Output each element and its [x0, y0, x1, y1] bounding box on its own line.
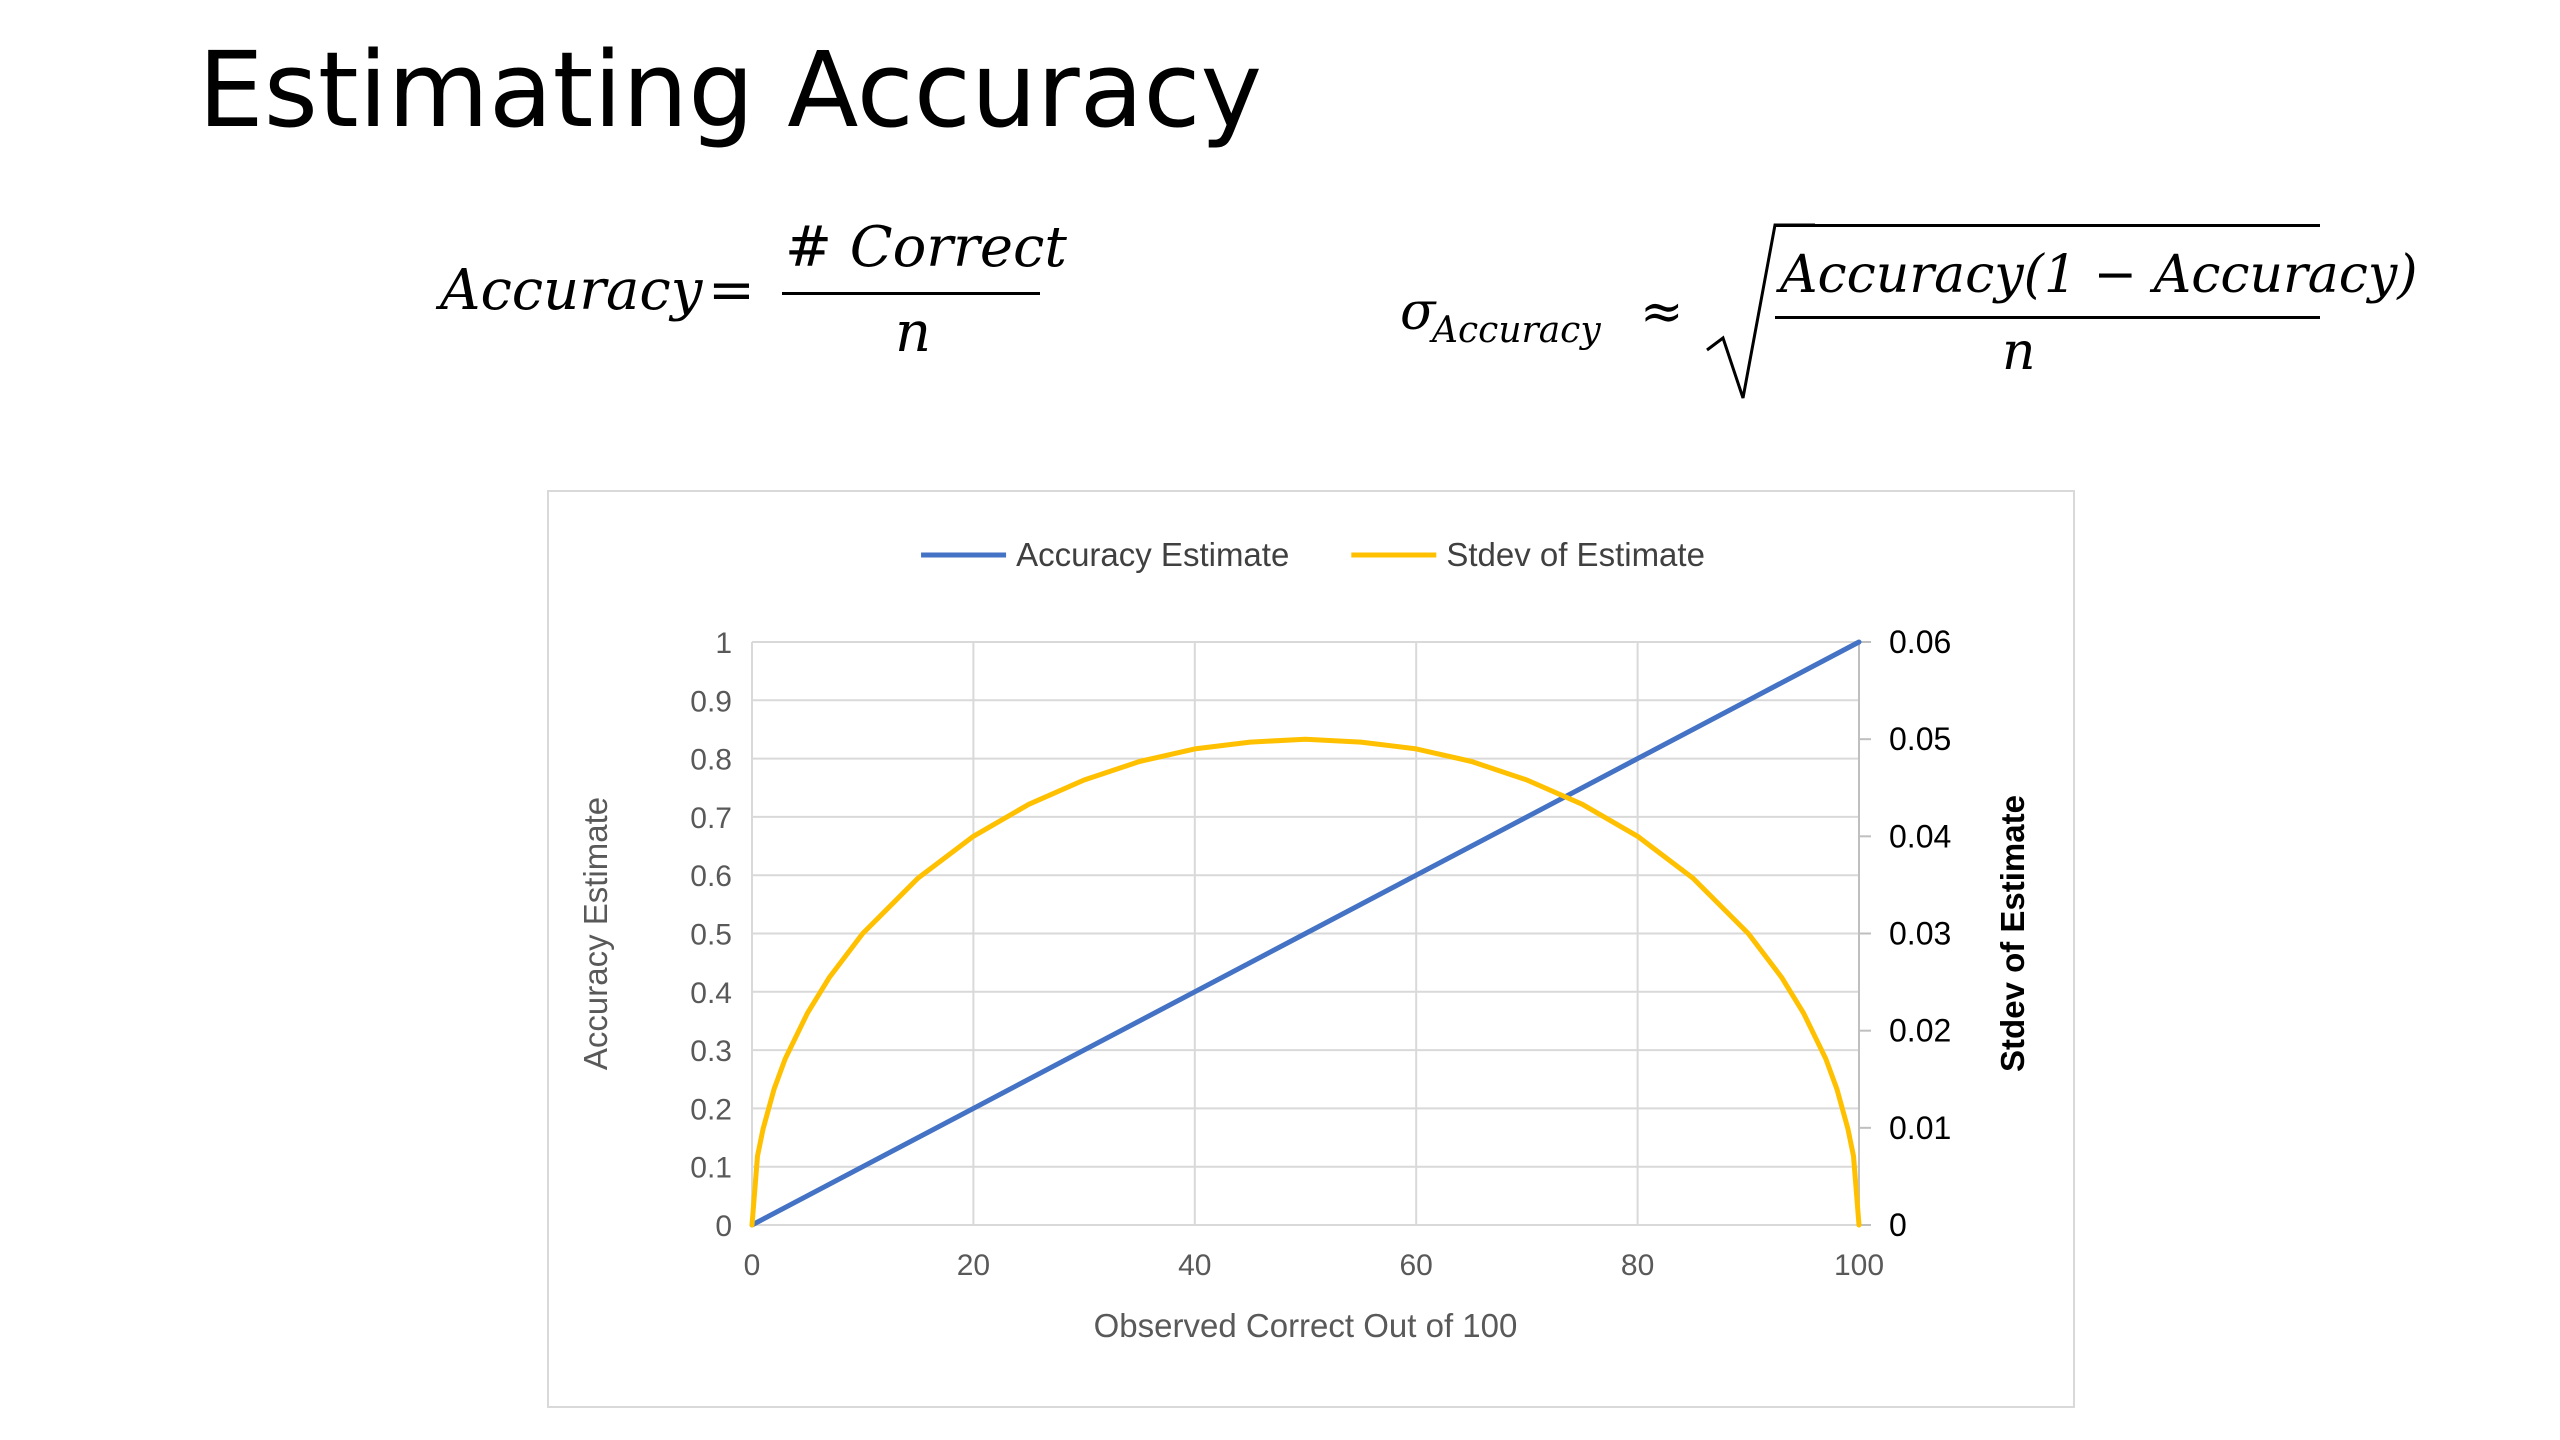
accuracy-formula-denominator: n [895, 300, 932, 365]
accuracy-formula-equals: = [708, 258, 755, 323]
accuracy-fraction-bar [782, 292, 1040, 295]
sqrt-radical-icon [1706, 223, 1815, 399]
y2-tick-label: 0.02 [1889, 1013, 1951, 1049]
sigma-subscript: Accuracy [1432, 310, 1601, 351]
sigma-approx: ≈ [1640, 282, 1684, 342]
y-tick-label: 0.5 [690, 919, 732, 952]
x-axis-title: Observed Correct Out of 100 [1094, 1307, 1518, 1344]
sigma-formula: σ Accuracy ≈ Accuracy(1 − Accuracy) n [1400, 210, 2418, 400]
y-tick-label: 0.4 [690, 977, 732, 1010]
legend-label-stdev-of-estimate: Stdev of Estimate [1446, 536, 1705, 573]
y-tick-label: 0 [715, 1210, 732, 1243]
y2-axis-title: Stdev of Estimate [1994, 795, 2031, 1072]
series-line-stdev-of-estimate [749, 736, 1862, 1228]
y-tick-label: 0.2 [690, 1093, 732, 1126]
y-tick-label: 0.6 [690, 860, 732, 893]
chart-area: 0 0.1 0.2 0.3 0.4 0.5 0.6 0.7 0.8 0.9 1 0 20 40 60 80 10… [547, 490, 2075, 1408]
accuracy-formula: Accuracy = # Correct n [440, 210, 1067, 380]
y-tick-label: 1 [715, 627, 732, 660]
sigma-formula-denominator: n [2002, 322, 2036, 382]
y2-tick-label: 0.04 [1889, 818, 1951, 854]
y-tick-label: 0.7 [690, 802, 732, 835]
sigma-formula-numerator: Accuracy(1 − Accuracy) [1780, 245, 2418, 305]
slide-title: Estimating Accuracy [198, 29, 1263, 151]
legend: Accuracy Estimate Stdev of Estimate [921, 536, 1705, 573]
axes: 0 0.1 0.2 0.3 0.4 0.5 0.6 0.7 0.8 0.9 1 0 20 40 60 80 10… [577, 624, 2031, 1344]
x-tick-label: 20 [957, 1249, 990, 1282]
y-tick-label: 0.3 [690, 1035, 732, 1068]
legend-label-accuracy-estimate: Accuracy Estimate [1016, 536, 1289, 573]
chart-svg: 0 0.1 0.2 0.3 0.4 0.5 0.6 0.7 0.8 0.9 1 0 20 40 60 80 10… [577, 536, 2031, 1344]
x-tick-label: 0 [744, 1249, 761, 1282]
y2-tick-label: 0.03 [1889, 916, 1951, 952]
x-tick-label: 40 [1178, 1249, 1211, 1282]
x-tick-label: 80 [1621, 1249, 1654, 1282]
y-tick-label: 0.1 [690, 1152, 732, 1185]
sigma-sqrt-overline [1774, 224, 2320, 227]
sigma-fraction-bar [1775, 316, 2320, 319]
y-tick-label: 0.8 [690, 744, 732, 777]
y2-tick-label: 0 [1889, 1207, 1907, 1243]
series [749, 639, 1862, 1228]
sigma-symbol: σ [1400, 282, 1436, 342]
y-tick-label: 0.9 [690, 685, 732, 718]
y-axis-title: Accuracy Estimate [577, 797, 614, 1070]
x-tick-label: 100 [1834, 1249, 1884, 1282]
y2-tick-label: 0.01 [1889, 1110, 1951, 1146]
accuracy-formula-lhs: Accuracy [440, 258, 703, 323]
x-tick-label: 60 [1400, 1249, 1433, 1282]
y2-tick-label: 0.06 [1889, 624, 1951, 660]
accuracy-formula-numerator: # Correct [785, 215, 1067, 280]
y2-tick-label: 0.05 [1889, 721, 1951, 757]
series-line-accuracy-estimate [749, 639, 1862, 1228]
